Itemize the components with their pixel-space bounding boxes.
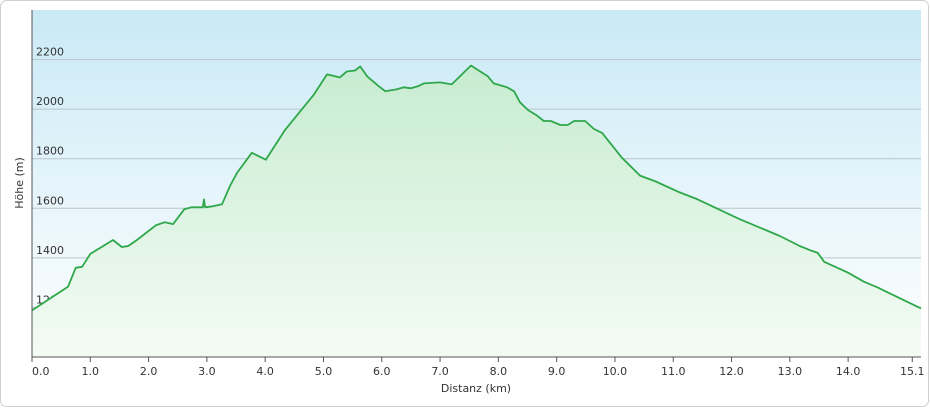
x-tick-label: 1.0 [82, 365, 100, 378]
x-tick-label: 14.0 [836, 365, 861, 378]
elevation-line [31, 64, 922, 312]
x-tick-label: 6.0 [373, 365, 391, 378]
x-tick-label: 13.0 [778, 365, 803, 378]
x-tick-label: 4.0 [256, 365, 274, 378]
y-tick-label: 2200 [36, 46, 64, 59]
x-tick-label: 2.0 [140, 365, 158, 378]
x-tick-label: 9.0 [548, 365, 566, 378]
y-tick-label: 1800 [36, 145, 64, 158]
x-tick-label: 11.0 [661, 365, 686, 378]
y-tick-label: 1400 [36, 244, 64, 257]
y-tick-label: 2000 [36, 95, 64, 108]
x-tick-label: 12.0 [719, 365, 744, 378]
x-tick-label: 10.0 [603, 365, 628, 378]
area-fill [32, 65, 921, 357]
x-tick-label: 0.0 [32, 365, 50, 378]
x-tick-label: 3.0 [198, 365, 216, 378]
x-axis-label: Distanz (km) [441, 382, 511, 395]
x-tick-label: 5.0 [315, 365, 333, 378]
x-tick-label: 7.0 [431, 365, 449, 378]
x-tick-label: 8.0 [490, 365, 508, 378]
x-tick-label: 15.1 [900, 365, 925, 378]
y-tick-label: 1600 [36, 194, 64, 207]
y-axis-label: Höhe (m) [13, 157, 26, 209]
